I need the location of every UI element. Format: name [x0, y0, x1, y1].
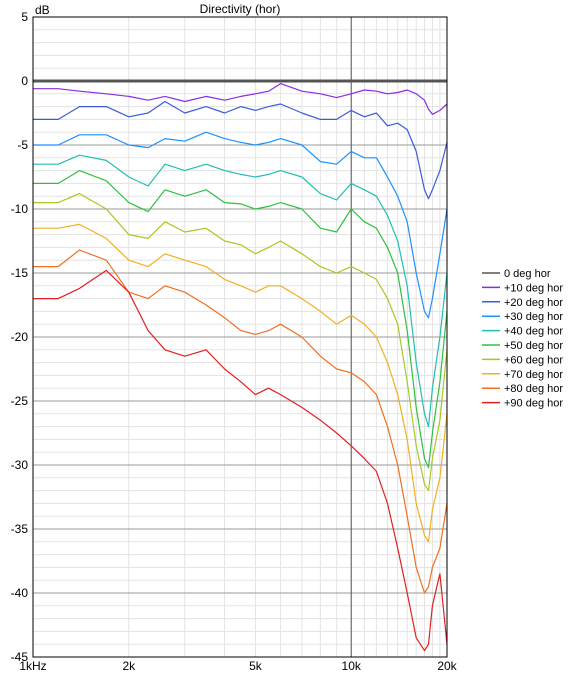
- y-tick-label: -15: [11, 266, 29, 280]
- legend-label: +80 deg hor: [504, 383, 563, 395]
- legend-label: +30 deg hor: [504, 311, 563, 323]
- y-axis-label: dB: [35, 3, 50, 17]
- series-line--30-deg-hor: [33, 131, 448, 319]
- chart-title: Directivity (hor): [200, 2, 281, 16]
- legend-label: 0 deg hor: [504, 268, 551, 280]
- y-tick-label: -45: [11, 650, 29, 664]
- series-line--10-deg-hor: [33, 83, 448, 115]
- legend-label: +90 deg hor: [504, 398, 563, 410]
- y-tick-label: -25: [11, 394, 29, 408]
- legend-label: +60 deg hor: [504, 354, 563, 366]
- series-line--80-deg-hor: [33, 249, 448, 594]
- y-tick-label: 0: [21, 74, 28, 88]
- x-tick-label: 2k: [122, 659, 136, 673]
- y-tick-label: -30: [11, 458, 29, 472]
- x-tick-label: 5k: [249, 659, 263, 673]
- series-line--50-deg-hor: [33, 170, 448, 469]
- y-tick-label: 5: [21, 10, 28, 24]
- plot-border: [32, 16, 448, 658]
- series-line--40-deg-hor: [33, 154, 448, 428]
- legend: 0 deg hor +10 deg hor +20 deg hor +30 deg h…: [482, 268, 563, 410]
- x-tick-label: 1kHz: [19, 659, 46, 673]
- y-tick-label: -20: [11, 330, 29, 344]
- y-tick-label: -35: [11, 522, 29, 536]
- series-line--70-deg-hor: [33, 223, 448, 543]
- legend-label: +20 deg hor: [504, 297, 563, 309]
- y-tick-label: -10: [11, 202, 29, 216]
- legend-label: +10 deg hor: [504, 282, 563, 294]
- legend-label: +50 deg hor: [504, 340, 563, 352]
- series-line--60-deg-hor: [33, 193, 448, 492]
- y-tick-label: -40: [11, 586, 29, 600]
- legend-label: +70 deg hor: [504, 369, 563, 381]
- series-layer: [33, 79, 448, 652]
- series-line--90-deg-hor: [33, 269, 448, 652]
- series-line--20-deg-hor: [33, 100, 448, 200]
- x-tick-label: 20k: [437, 659, 457, 673]
- y-tick-label: -5: [17, 138, 28, 152]
- x-tick-label: 10k: [342, 659, 362, 673]
- legend-label: +40 deg hor: [504, 326, 563, 338]
